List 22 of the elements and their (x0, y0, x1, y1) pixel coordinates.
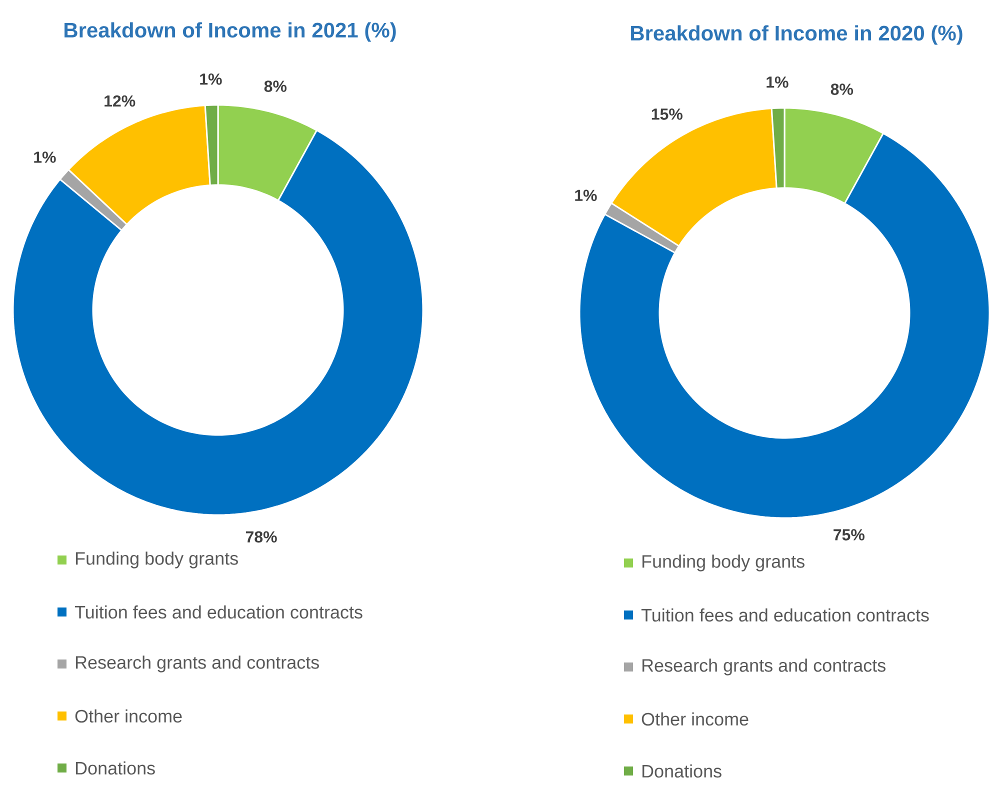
legend-label: Tuition fees and education contracts (641, 608, 929, 622)
legend-label: Tuition fees and education contracts (74, 605, 362, 619)
legend-label: Funding body grants (76, 552, 238, 568)
data-label: 1% (766, 76, 788, 88)
data-label: 8% (830, 84, 854, 95)
legend-label: Other income (642, 712, 748, 726)
data-label: 15% (652, 108, 682, 120)
legend-label: Research grants and contracts (642, 658, 886, 676)
chart-title: Breakdown of Income in 2020 (%) (631, 25, 962, 45)
data-label: 1% (200, 73, 222, 85)
data-label: 1% (34, 152, 56, 163)
data-label: 12% (104, 95, 136, 107)
legend-label: Donations (642, 764, 722, 778)
data-label: 75% (834, 529, 864, 540)
legend-label: Funding body grants (642, 554, 804, 572)
data-label: 1% (575, 190, 597, 202)
chart-title: Breakdown of Income in 2021 (%) (64, 22, 396, 42)
data-label: 78% (246, 531, 277, 543)
legend-label: Donations (76, 761, 155, 775)
data-label: 8% (264, 80, 287, 92)
legend-label: Research grants and contracts (76, 656, 319, 672)
legend-label: Other income (75, 709, 182, 723)
